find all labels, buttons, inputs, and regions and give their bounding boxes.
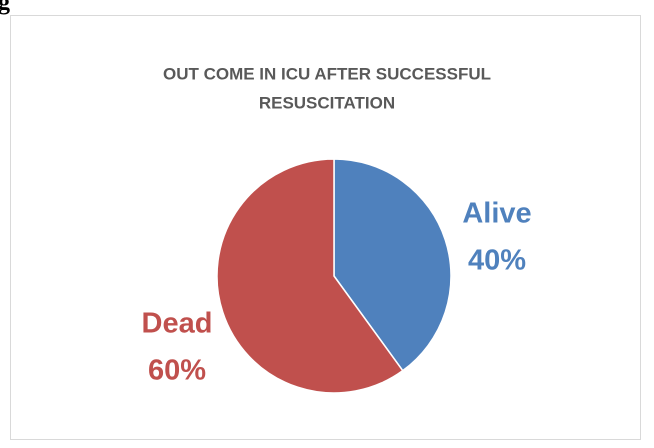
data-label-value: 40% bbox=[468, 245, 526, 277]
chart-title: RESUSCITATION bbox=[259, 93, 395, 112]
data-label-name: Alive bbox=[462, 198, 531, 230]
chart-title: OUT COME IN ICU AFTER SUCCESSFUL bbox=[163, 64, 491, 83]
caption-fragment: g bbox=[0, 0, 10, 16]
pie-slice bbox=[333, 158, 452, 372]
data-label-name: Dead bbox=[142, 308, 213, 340]
data-label-value: 60% bbox=[148, 355, 206, 387]
pie-slice bbox=[216, 158, 404, 394]
